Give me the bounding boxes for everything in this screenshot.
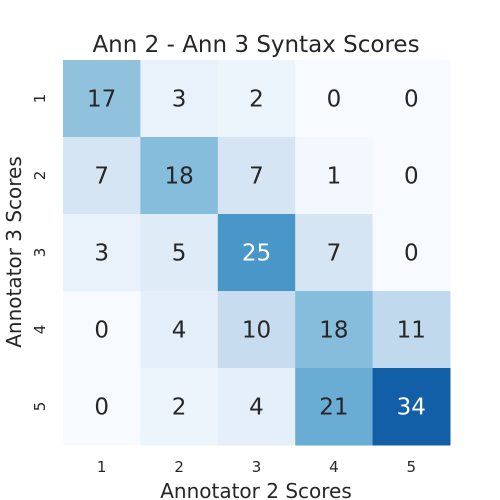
x-tick-label: 5 [407,458,417,476]
cell-value-label: 4 [249,395,264,421]
cell-value-label: 0 [404,241,419,267]
y-tick-label: 5 [31,402,49,412]
heatmap-cell [295,291,374,369]
heatmap-cell [295,368,374,446]
cell-value-label: 18 [164,164,193,190]
cell-value-label: 2 [249,87,264,113]
heatmap-cell [217,368,296,446]
y-tick-label: 2 [31,171,49,181]
heatmap-cell [63,368,141,446]
heatmap-cell [140,368,219,446]
cell-value-label: 3 [172,87,187,113]
cell-value-label: 18 [319,318,348,344]
cell-value-label: 7 [327,241,342,267]
cell-value-label: 0 [404,164,419,190]
cell-value-label: 21 [319,395,348,421]
cell-value-label: 0 [327,87,342,113]
cell-value-label: 3 [94,241,109,267]
cell-value-label: 5 [172,241,187,267]
heatmap-cell [295,137,374,215]
x-tick-label: 3 [252,458,262,476]
y-tick-label: 3 [31,248,49,258]
heatmap-cell [63,137,141,215]
cell-value-label: 17 [87,87,116,113]
heatmap-cell [372,60,451,138]
cell-value-label: 25 [242,241,271,267]
heatmap-cell [372,137,451,215]
heatmap-cell [372,291,451,369]
heatmap-cell [295,214,374,292]
cell-value-label: 0 [94,318,109,344]
cell-value-label: 7 [249,164,264,190]
x-tick-label: 1 [97,458,107,476]
heatmap-cells: 17 3 2 0 07 18 7 1 03 5 25 7 00 4 10 18 110 2 4 21 34 [63,60,451,446]
cell-value-label: 1 [327,164,342,190]
cell-value-label: 7 [94,164,109,190]
heatmap-cell [63,60,141,138]
heatmap-cell [217,214,296,292]
heatmap-cell [140,214,219,292]
heatmap-cell [140,291,219,369]
x-tick-label: 2 [174,458,184,476]
heatmap-cell [63,214,141,292]
cell-value-label: 2 [172,395,187,421]
heatmap-cell [140,60,219,138]
heatmap-cell [295,60,374,138]
heatmap-cell [217,291,296,369]
y-tick-label: 4 [31,325,49,335]
x-tick-labels: 1 2 3 4 5 [97,458,416,476]
y-tick-labels: 1 2 3 4 5 [31,94,49,412]
chart-title: Ann 2 - Ann 3 Syntax Scores [92,32,419,58]
heatmap-cell [140,137,219,215]
y-axis-label: Annotator 3 Scores [2,156,26,348]
cell-value-label: 0 [404,87,419,113]
heatmap-cell [372,214,451,292]
heatmap-cell [217,137,296,215]
cell-value-label: 0 [94,395,109,421]
cell-value-label: 10 [242,318,271,344]
heatmap-cell [217,60,296,138]
x-tick-label: 4 [329,458,339,476]
heatmap-cell [63,291,141,369]
x-axis-label: Annotator 2 Scores [160,479,352,500]
cell-value-label: 34 [397,395,426,421]
heatmap-cell [372,368,451,446]
cell-value-label: 4 [172,318,187,344]
y-tick-label: 1 [31,94,49,104]
cell-value-label: 11 [397,318,426,344]
